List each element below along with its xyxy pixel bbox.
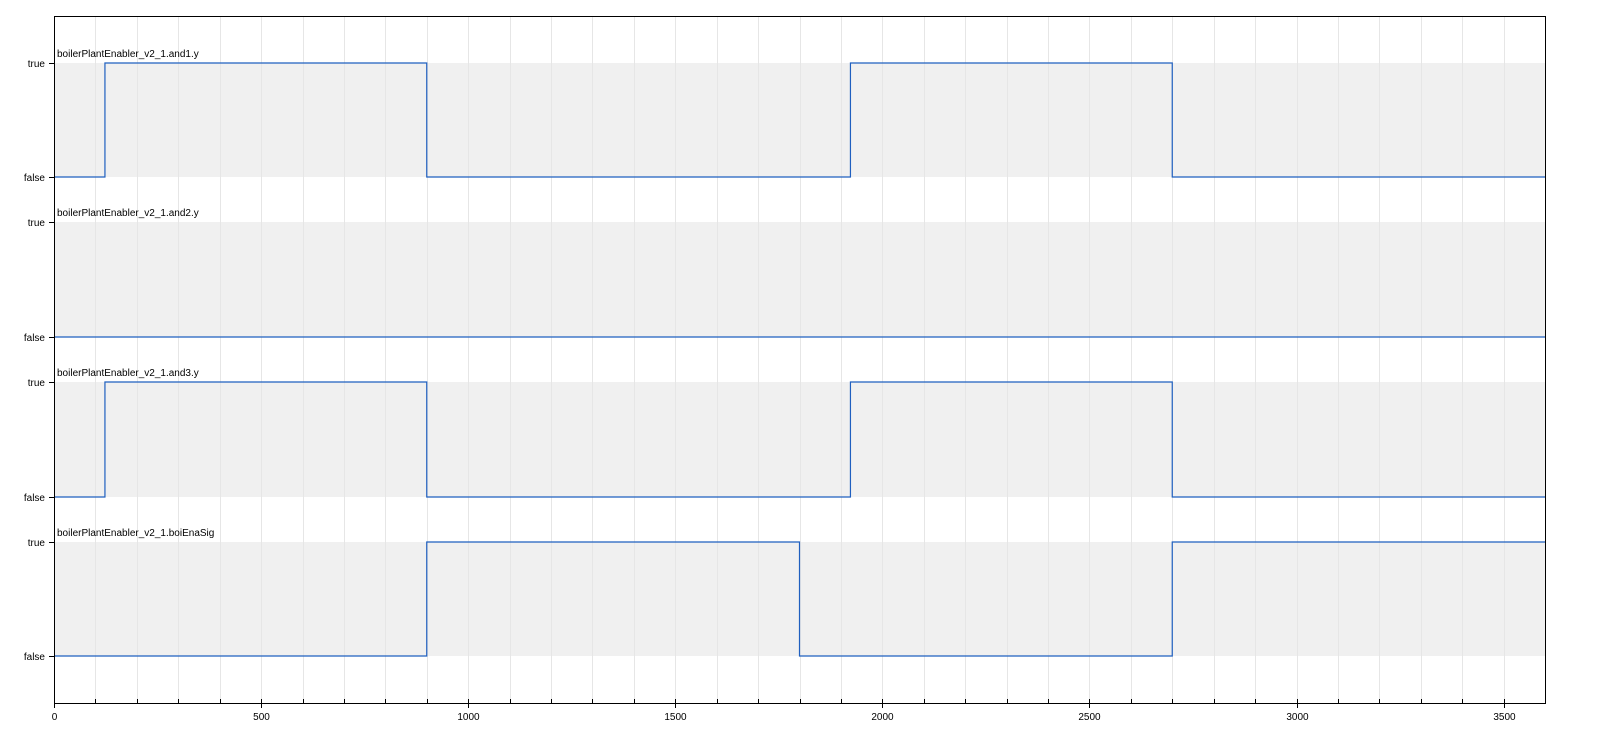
y-label-true: true (28, 378, 46, 389)
series-line-3 (54, 381, 1545, 498)
series-line-4 (54, 541, 1545, 657)
series-label-2: boilerPlantEnabler_v2_1.and2.y (57, 208, 199, 219)
y-label-false: false (24, 333, 46, 344)
x-tick-label: 2000 (871, 712, 894, 723)
series-line-1 (54, 62, 1545, 178)
band-3 (54, 382, 1545, 497)
series-label-3: boilerPlantEnabler_v2_1.and3.y (57, 368, 199, 379)
series-label-1: boilerPlantEnabler_v2_1.and1.y (57, 49, 199, 60)
x-tick-label: 3000 (1286, 712, 1309, 723)
axis-layer: 0 500 1000 1500 2000 2500 3000 3500 (49, 16, 1546, 723)
x-tick-label: 500 (253, 712, 270, 723)
y-label-false: false (24, 173, 46, 184)
band-1 (54, 63, 1545, 177)
y-label-false: false (24, 493, 46, 504)
x-tick-label: 3500 (1493, 712, 1516, 723)
series-layer (54, 62, 1545, 657)
x-tick-label: 2500 (1078, 712, 1101, 723)
y-label-true: true (28, 218, 46, 229)
x-tick-label: 1500 (664, 712, 687, 723)
x-tick-label: 1000 (457, 712, 480, 723)
series-label-4: boilerPlantEnabler_v2_1.boiEnaSig (57, 528, 214, 539)
y-label-true: true (28, 538, 46, 549)
y-label-false: false (24, 652, 46, 663)
x-tick-label: 0 (52, 712, 58, 723)
band-2 (54, 222, 1545, 337)
y-label-true: true (28, 59, 46, 70)
plot-frame (54, 16, 1546, 704)
